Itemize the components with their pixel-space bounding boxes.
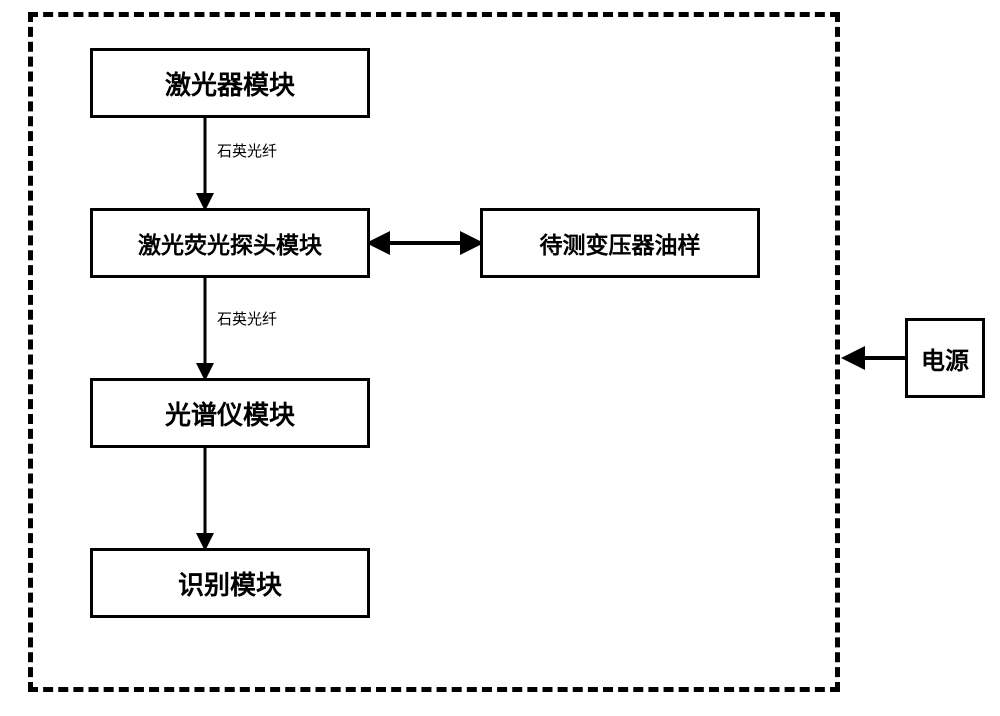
node-recognize: 识别模块 — [90, 548, 370, 618]
node-power: 电源 — [905, 318, 985, 398]
node-label-spectro: 光谱仪模块 — [165, 395, 295, 432]
node-label-recognize: 识别模块 — [178, 565, 282, 602]
node-laser: 激光器模块 — [90, 48, 370, 118]
node-label-laser: 激光器模块 — [165, 65, 295, 102]
diagram-canvas: 激光器模块激光荧光探头模块待测变压器油样光谱仪模块识别模块电源 石英光纤石英光纤 — [0, 0, 1000, 716]
edge-label-probe-spectro: 石英光纤 — [215, 308, 279, 329]
node-spectro: 光谱仪模块 — [90, 378, 370, 448]
edge-label-laser-probe: 石英光纤 — [215, 140, 279, 161]
node-label-power: 电源 — [921, 341, 969, 376]
node-sample: 待测变压器油样 — [480, 208, 760, 278]
node-probe: 激光荧光探头模块 — [90, 208, 370, 278]
node-label-sample: 待测变压器油样 — [540, 226, 701, 260]
node-label-probe: 激光荧光探头模块 — [138, 226, 322, 260]
